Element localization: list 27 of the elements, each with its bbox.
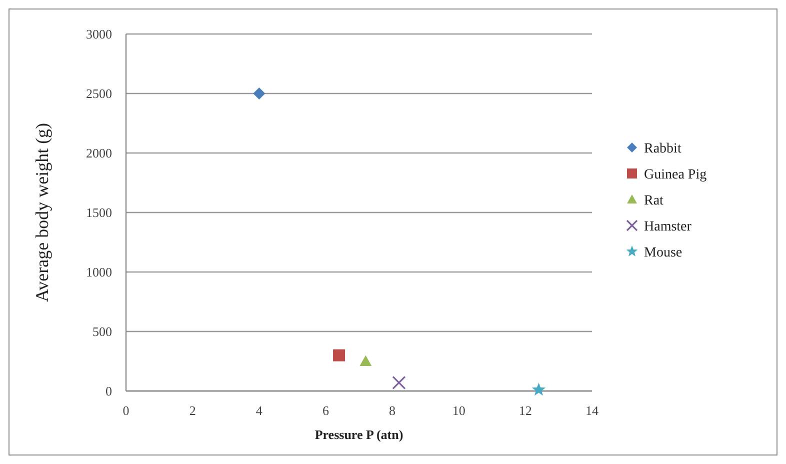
x-tick-label: 10 (452, 403, 466, 418)
legend-label: Hamster (644, 219, 692, 234)
y-axis-title: Average body weight (g) (32, 122, 52, 302)
y-tick-label: 1500 (86, 205, 112, 220)
y-tick-label: 0 (106, 384, 112, 399)
x-tick-label: 8 (389, 403, 396, 418)
point (392, 376, 406, 390)
legend-label: Mouse (644, 245, 682, 260)
y-tick-label: 2500 (86, 86, 112, 102)
y-tick-label: 2000 (86, 146, 112, 161)
legend-label: Guinea Pig (644, 167, 707, 182)
legend-label: Rat (644, 193, 664, 208)
x-tick-label: 0 (122, 403, 130, 418)
x-tick-label: 12 (518, 403, 532, 418)
point (532, 382, 546, 396)
x-tick-label: 2 (189, 403, 196, 418)
legend-label: Rabbit (644, 141, 682, 156)
x-tick-label: 4 (256, 403, 263, 418)
point (333, 349, 346, 362)
y-tick-label: 3000 (86, 26, 112, 42)
point (253, 88, 266, 100)
point (360, 355, 372, 366)
x-axis-title: Pressure P (atn) (314, 427, 404, 442)
x-tick-label: 6 (322, 403, 330, 418)
y-tick-label: 500 (92, 324, 112, 340)
y-tick-label: 1000 (86, 264, 112, 280)
x-tick-label: 14 (586, 403, 599, 418)
